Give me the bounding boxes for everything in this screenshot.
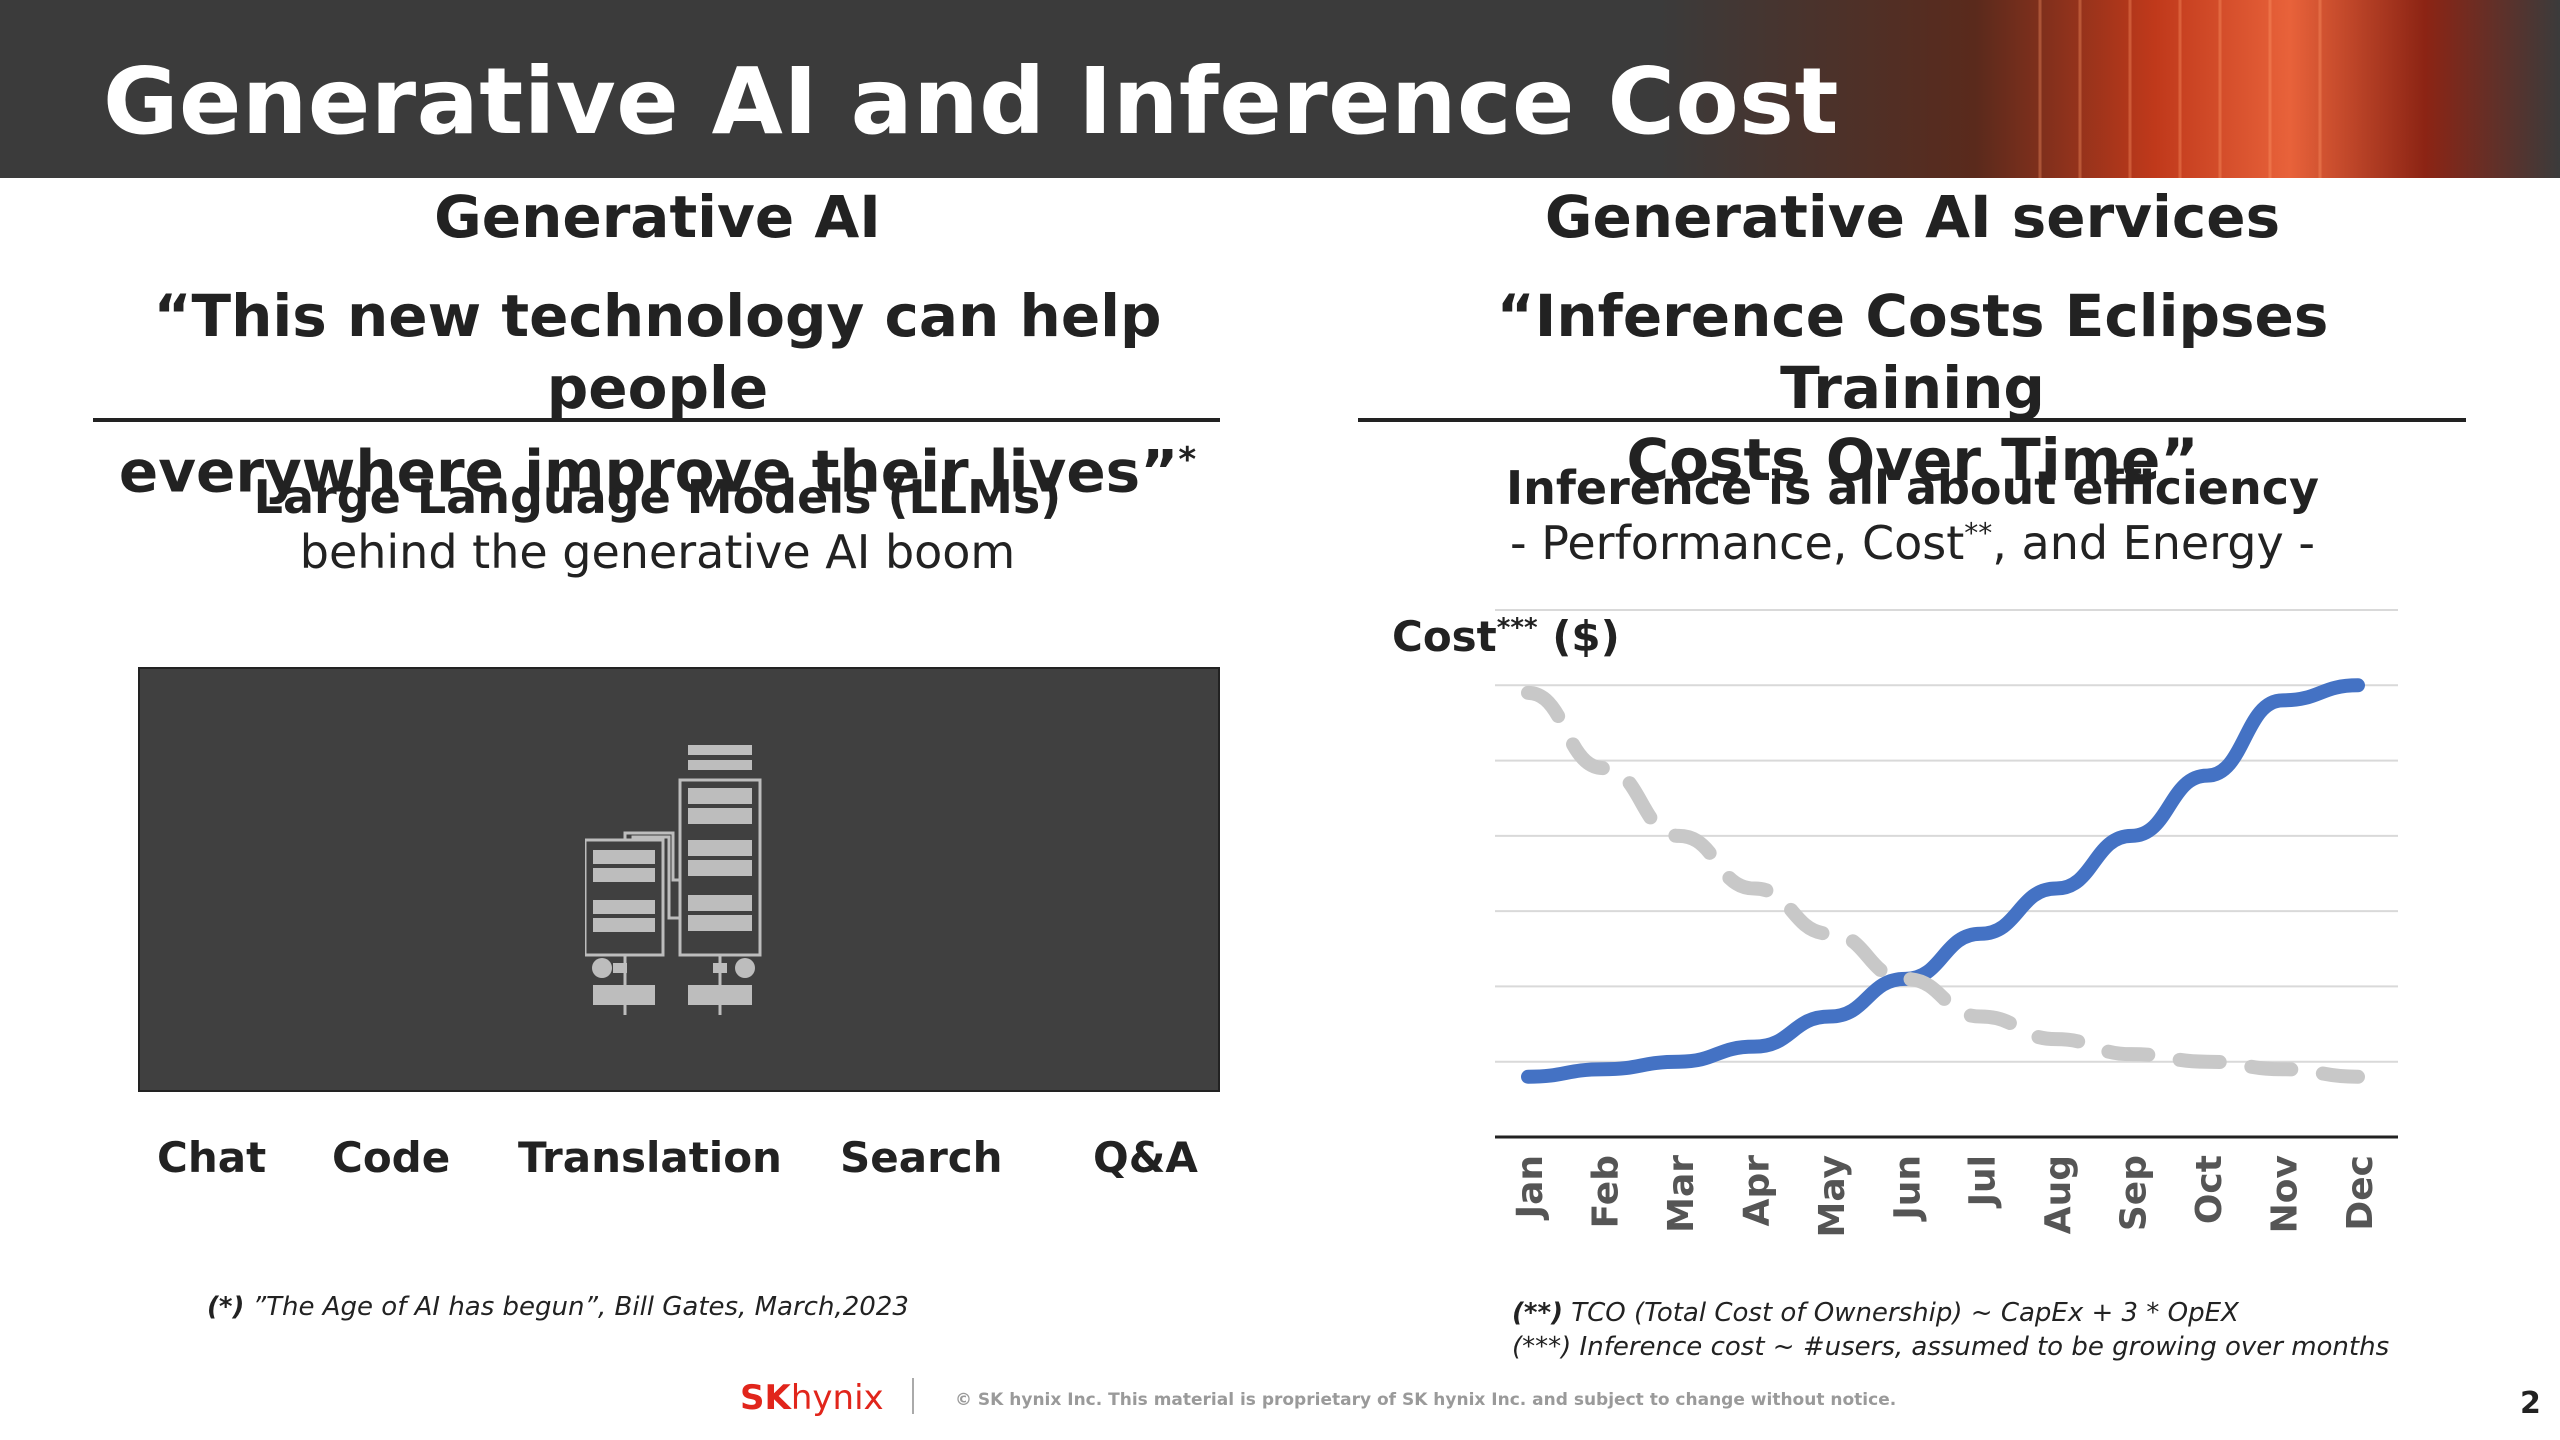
title-banner: Generative AI and Inference Cost bbox=[0, 0, 2560, 178]
right-quote-line1: “Inference Costs Eclipses Training bbox=[1496, 282, 2329, 422]
llm-image-panel bbox=[138, 667, 1220, 1092]
left-heading: Generative AI bbox=[434, 183, 881, 251]
x-tick-label: Jan bbox=[1510, 1155, 1551, 1221]
chart-series bbox=[1521, 678, 2365, 1084]
chart-x-ticks: Jan Feb Mar Apr May Jun Jul Aug Sep Oct Nov Dec bbox=[1510, 1155, 2381, 1238]
x-tick-label: Nov bbox=[2265, 1155, 2306, 1233]
llm-subtitle: Large Language Models (LLMs) bbox=[253, 470, 1062, 524]
x-tick-label: Mar bbox=[1661, 1155, 1702, 1233]
footer-legal: © SK hynix Inc. This material is proprie… bbox=[955, 1390, 1897, 1410]
cost-chart: Jan Feb Mar Apr May Jun Jul Aug Sep Oct Nov Dec bbox=[1495, 609, 2398, 1238]
x-tick-label: Feb bbox=[1585, 1155, 1626, 1228]
slide-title: Generative AI and Inference Cost bbox=[103, 48, 1839, 155]
logo-hynix: hynix bbox=[790, 1378, 884, 1418]
llm-subtitle-desc: behind the generative AI boom bbox=[299, 525, 1016, 579]
efficiency-desc-mark: ** bbox=[1964, 516, 1993, 550]
logo-sk: SK bbox=[740, 1378, 791, 1418]
app-qa: Q&A bbox=[1093, 1133, 1198, 1182]
x-tick-label: Aug bbox=[2038, 1155, 2079, 1234]
right-divider bbox=[1358, 418, 2466, 422]
left-quote: “This new technology can help people eve… bbox=[95, 280, 1220, 507]
x-tick-label: Oct bbox=[2189, 1155, 2230, 1224]
app-chat: Chat bbox=[157, 1133, 267, 1182]
series-line-inference-cost bbox=[1521, 678, 2365, 1084]
page-number: 2 bbox=[2520, 1386, 2541, 1421]
x-tick-label: May bbox=[1812, 1155, 1853, 1237]
left-footnote-text: ”The Age of AI has begun”, Bill Gates, M… bbox=[244, 1292, 909, 1322]
chart-ylabel-unit: ($) bbox=[1552, 612, 1620, 661]
right-quote: “Inference Costs Eclipses Training Costs… bbox=[1360, 280, 2465, 496]
footer-divider bbox=[912, 1378, 914, 1414]
left-quote-mark: * bbox=[1178, 440, 1197, 480]
app-code: Code bbox=[332, 1133, 451, 1182]
x-tick-label: Sep bbox=[2114, 1155, 2155, 1231]
efficiency-subtitle-desc: - Performance, Cost**, and Energy - bbox=[1360, 516, 2465, 570]
x-tick-label: Apr bbox=[1736, 1155, 1777, 1227]
left-divider bbox=[93, 418, 1220, 422]
right-footnote-1-mark: (**) bbox=[1512, 1298, 1563, 1328]
efficiency-desc-post: , and Energy - bbox=[1992, 516, 2315, 570]
app-search: Search bbox=[840, 1133, 1003, 1182]
chart-ylabel-text: Cost bbox=[1392, 612, 1497, 661]
left-footnote-mark: (*) bbox=[207, 1292, 245, 1322]
right-footnote-2: (***) Inference cost ~ #users, assumed t… bbox=[1512, 1332, 2390, 1362]
x-tick-label: Jul bbox=[1963, 1155, 2004, 1209]
efficiency-desc-pre: - Performance, Cost bbox=[1510, 516, 1965, 570]
x-tick-label: Jun bbox=[1887, 1155, 1928, 1223]
sk-hynix-logo: SKhynix bbox=[740, 1378, 884, 1418]
transformer-architecture-icon bbox=[585, 745, 762, 1015]
chart-ylabel-mark: *** bbox=[1496, 613, 1538, 643]
x-tick-label: Dec bbox=[2340, 1155, 2381, 1231]
right-quote-line2: Costs Over Time” bbox=[1626, 426, 2199, 494]
series-line-training-cost bbox=[1521, 685, 2365, 1084]
right-footnote-1-text: TCO (Total Cost of Ownership) ~ CapEx + … bbox=[1562, 1298, 2239, 1328]
left-footnote: (*) ”The Age of AI has begun”, Bill Gate… bbox=[207, 1292, 909, 1322]
efficiency-subtitle: Inference is all about efficiency bbox=[1506, 461, 2319, 515]
banner-decoration bbox=[1660, 0, 2560, 178]
app-translation: Translation bbox=[518, 1133, 782, 1182]
right-heading: Generative AI services bbox=[1544, 183, 2281, 251]
left-quote-line2: everywhere improve their lives” bbox=[118, 437, 1179, 506]
left-quote-line1: “This new technology can help people bbox=[153, 282, 1162, 422]
right-footnote-1: (**) TCO (Total Cost of Ownership) ~ Cap… bbox=[1512, 1298, 2239, 1328]
chart-ylabel: Cost*** ($) bbox=[1392, 612, 1620, 661]
